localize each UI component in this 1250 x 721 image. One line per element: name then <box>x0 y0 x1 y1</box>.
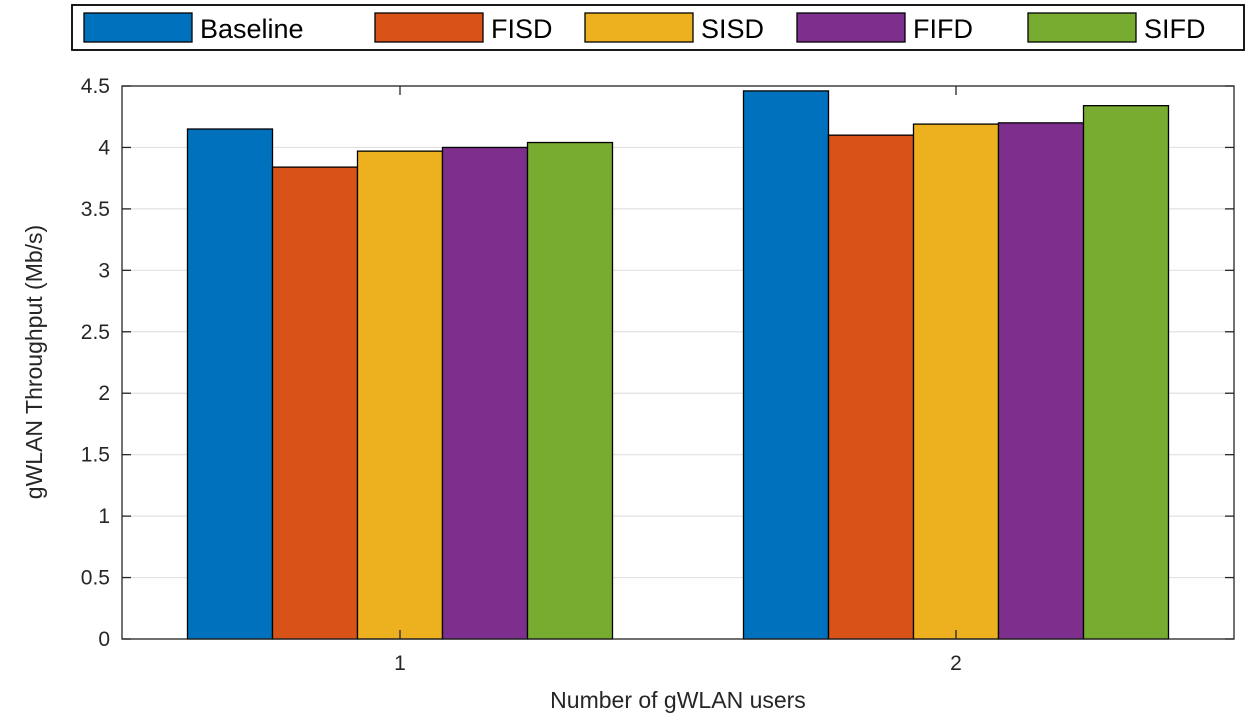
legend-label-fifd: FIFD <box>913 14 973 44</box>
plot-frame <box>121 85 1235 640</box>
y-tick-label: 3.5 <box>81 198 110 221</box>
bar-baseline-2 <box>742 90 830 640</box>
bar-baseline-1 <box>186 128 274 640</box>
bar-sisd-2 <box>912 123 1000 640</box>
legend-swatch-sisd <box>584 12 694 43</box>
y-tick-label: 4 <box>98 136 110 159</box>
bars <box>186 90 1170 640</box>
legend-label-sifd: SIFD <box>1144 14 1206 44</box>
legend-swatch-fisd <box>374 12 484 43</box>
bar-fisd-1 <box>271 166 359 640</box>
legend-label-fisd: FISD <box>491 14 553 44</box>
y-axis-ticks: 0 0.5 1 1.5 2 2.5 3 3.5 4 4.5 <box>81 75 1234 651</box>
legend-label-sisd: SISD <box>701 14 764 44</box>
legend-swatch-sifd <box>1027 12 1137 43</box>
bar-sifd-2 <box>1082 105 1170 640</box>
y-tick-label: 2.5 <box>81 321 110 344</box>
bar-fifd-2 <box>997 122 1085 640</box>
bar-sisd-1 <box>356 150 444 640</box>
x-axis-title: Number of gWLAN users <box>550 687 806 713</box>
y-tick-label: 0.5 <box>81 567 110 590</box>
legend-swatch-fifd <box>796 12 906 43</box>
y-tick-label: 4.5 <box>81 75 110 98</box>
x-tick-label: 1 <box>394 652 406 675</box>
axes <box>121 85 1235 640</box>
y-tick-label: 2 <box>98 382 110 405</box>
bar-sifd-1 <box>526 141 614 640</box>
y-tick-label: 3 <box>98 259 110 282</box>
y-tick-label: 1.5 <box>81 444 110 467</box>
legend: Baseline FISD SISD FIFD SIFD <box>71 4 1245 51</box>
x-tick-label: 2 <box>950 652 962 675</box>
legend-label-baseline: Baseline <box>200 14 304 44</box>
bar-fifd-1 <box>441 146 529 640</box>
legend-swatch-baseline <box>83 12 193 43</box>
y-tick-label: 0 <box>98 628 110 651</box>
y-tick-label: 1 <box>98 505 110 528</box>
y-axis-title: gWLAN Throughput (Mb/s) <box>21 225 47 499</box>
bar-fisd-2 <box>827 134 915 640</box>
